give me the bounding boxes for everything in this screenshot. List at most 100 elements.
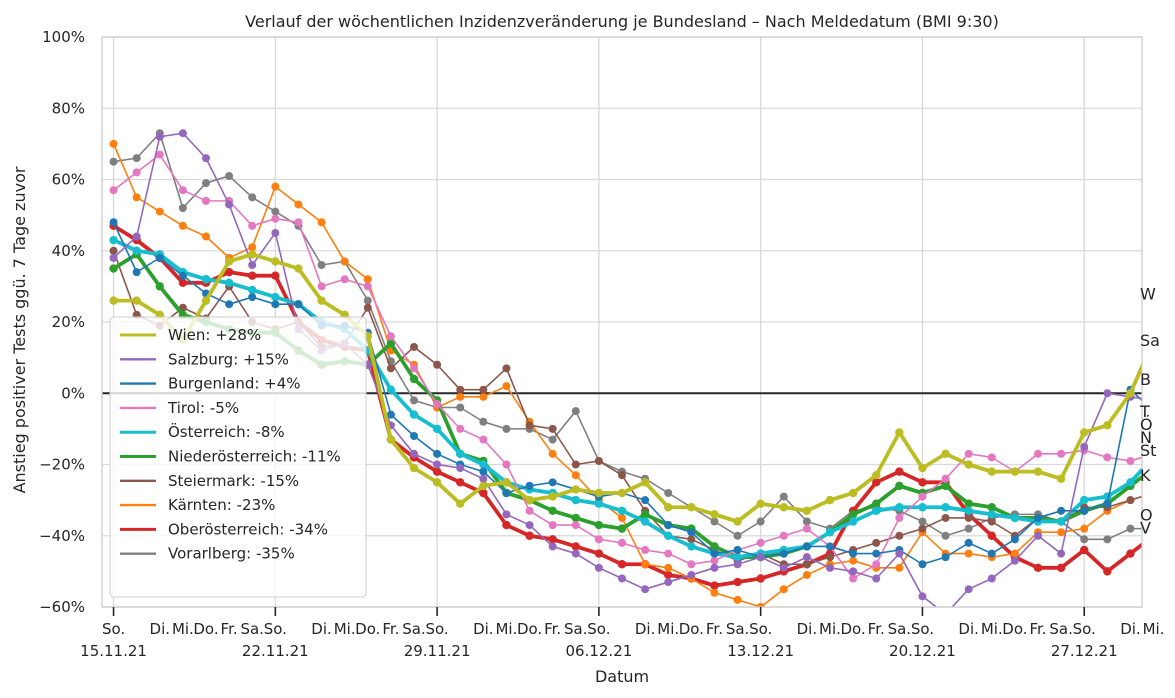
data-point <box>548 521 557 530</box>
data-point <box>756 538 765 547</box>
x-tick-label: Mi. <box>981 620 1003 638</box>
data-point <box>432 467 442 476</box>
data-point <box>548 424 557 433</box>
data-point <box>1080 442 1089 451</box>
data-point <box>571 513 580 523</box>
data-point <box>918 492 927 501</box>
data-point <box>1056 517 1066 526</box>
data-point <box>849 549 858 558</box>
data-point <box>825 527 835 537</box>
data-point <box>664 521 673 530</box>
data-point <box>525 421 534 430</box>
legend-entry: Burgenland: +4% <box>168 375 301 393</box>
data-point <box>710 517 719 526</box>
data-point <box>641 560 650 569</box>
series-end-label: B <box>1140 370 1151 389</box>
data-point <box>202 154 210 163</box>
data-point <box>802 517 811 526</box>
data-point <box>872 470 881 480</box>
data-point <box>271 214 280 223</box>
data-point <box>802 506 812 516</box>
data-point <box>386 435 396 444</box>
data-point <box>109 264 118 273</box>
data-point <box>802 570 811 579</box>
data-point <box>964 585 973 594</box>
legend-entry: Steiermark: -15% <box>168 472 299 490</box>
data-point <box>1034 449 1042 458</box>
data-point <box>410 449 418 458</box>
series-end-label: W <box>1140 285 1156 304</box>
data-point <box>849 567 858 576</box>
data-point <box>964 513 973 522</box>
data-point <box>225 300 234 309</box>
y-tick-label: 20% <box>52 313 85 331</box>
data-point <box>525 531 534 540</box>
data-point <box>109 235 118 245</box>
data-point <box>432 478 442 487</box>
series-end-label: V <box>1140 518 1151 537</box>
data-point <box>317 282 326 291</box>
data-point <box>456 424 465 433</box>
data-point <box>571 407 580 416</box>
data-point <box>548 542 557 551</box>
data-point <box>664 549 673 558</box>
data-point <box>641 585 650 594</box>
data-point <box>941 531 950 540</box>
legend-box <box>109 316 367 598</box>
y-tick-label: 60% <box>52 171 85 189</box>
x-tick-label: Fr. <box>221 620 238 638</box>
data-point <box>178 221 187 230</box>
data-point <box>918 517 927 526</box>
data-point <box>109 157 118 166</box>
x-tick-label: Do. <box>679 620 704 638</box>
x-tick-label: So. <box>264 620 287 638</box>
data-point <box>363 282 372 291</box>
data-point <box>987 467 996 476</box>
data-point <box>433 460 442 469</box>
data-point <box>109 218 118 227</box>
data-point <box>248 243 257 252</box>
data-point <box>687 528 696 537</box>
data-point <box>502 520 511 530</box>
x-tick-label: Sa. <box>888 620 911 638</box>
data-point <box>525 506 534 515</box>
x-tick-label: So. <box>1073 620 1096 638</box>
x-tick-label: So. <box>911 620 934 638</box>
data-point <box>571 549 580 558</box>
data-point <box>641 546 650 554</box>
data-point <box>155 150 164 159</box>
legend-entry: Niederösterreich: -11% <box>168 448 341 466</box>
data-point <box>941 449 950 459</box>
data-point <box>109 246 118 255</box>
data-point <box>826 553 834 562</box>
data-point <box>132 193 141 202</box>
x-tick-label: Fr. <box>382 620 399 638</box>
data-point <box>132 232 141 241</box>
data-point <box>687 535 696 544</box>
data-point <box>733 577 742 587</box>
data-point <box>1057 528 1066 537</box>
data-point <box>710 510 719 519</box>
data-point <box>1010 535 1019 544</box>
x-tick-date-label: 13.12.21 <box>727 642 794 660</box>
data-point <box>987 574 996 583</box>
data-point <box>895 549 904 558</box>
data-point <box>964 506 973 516</box>
data-point <box>617 488 627 498</box>
data-point <box>872 499 881 508</box>
data-point <box>848 510 858 519</box>
data-point <box>409 410 419 419</box>
data-point <box>594 535 603 544</box>
x-tick-label: Do. <box>840 620 865 638</box>
data-point <box>664 570 673 580</box>
data-point <box>1057 506 1066 515</box>
data-point <box>617 524 627 533</box>
data-point <box>433 360 442 369</box>
x-tick-label: Sa. <box>564 620 587 638</box>
y-tick-label: −60% <box>39 598 85 616</box>
chart-title: Verlauf der wöchentlichen Inzidenzveränd… <box>245 12 999 31</box>
data-point <box>386 364 395 373</box>
data-point <box>872 478 881 487</box>
data-point <box>479 481 488 491</box>
